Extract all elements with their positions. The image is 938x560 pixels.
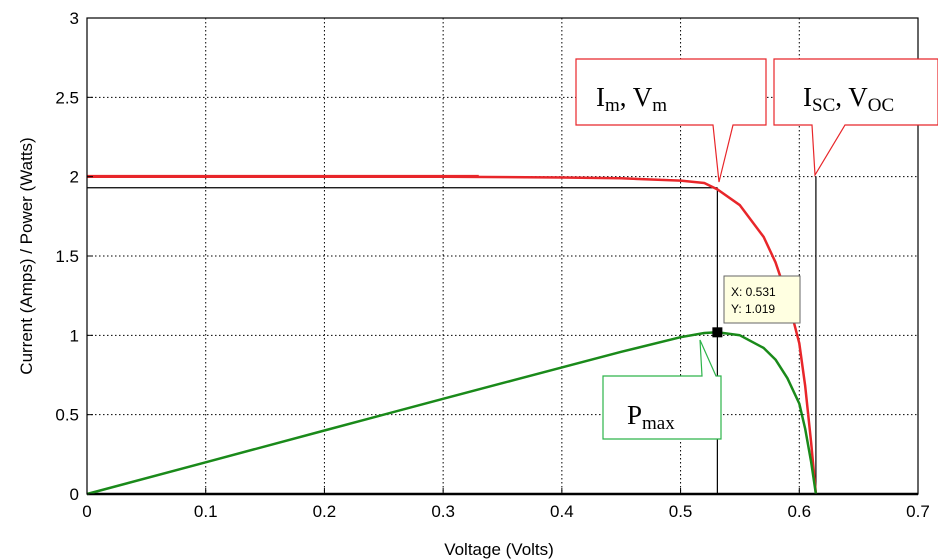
y-tick-label: 2.5 [55,88,79,107]
callout-im-vm-box [575,58,767,183]
current-curve [87,175,818,495]
callout-isc-voc: ISC, VOC [773,58,938,177]
datatip-box [723,275,801,324]
datatip-x: X: 0.531 [731,285,776,299]
y-tick-label: 3 [70,9,79,28]
y-axis-title: Current (Amps) / Power (Watts) [17,137,36,374]
x-tick-label: 0.5 [669,502,693,521]
callout-pmax: Pmax [602,339,722,440]
callout-isc-voc-box [773,58,938,177]
y-axis-ticks: 0 0.5 1 1.5 2 2.5 3 [55,9,93,504]
y-tick-label: 1.5 [55,247,79,266]
y-tick-label: 1 [70,326,79,345]
y-tick-label: 0.5 [55,406,79,425]
y-tick-label: 2 [70,168,79,187]
x-axis-title: Voltage (Volts) [444,540,554,559]
callout-isc-voc-label: ISC, VOC [803,82,894,116]
x-tick-label: 0.7 [906,502,930,521]
x-tick-label: 0.2 [313,502,337,521]
x-axis-ticks: 0 0.1 0.2 0.3 0.4 0.5 0.6 0.7 [82,488,930,521]
pmax-marker[interactable] [712,327,723,338]
x-tick-label: 0.6 [787,502,811,521]
x-tick-label: 0.4 [550,502,574,521]
callout-pmax-label: Pmax [627,400,675,434]
callout-im-vm-label: Im, Vm [596,82,667,116]
datatip-y: Y: 1.019 [731,302,775,316]
x-tick-label: 0.3 [431,502,455,521]
y-tick-label: 0 [70,485,79,504]
callout-im-vm: Im, Vm [575,58,767,183]
datatip[interactable]: X: 0.531 Y: 1.019 [723,275,801,324]
x-tick-label: 0 [82,502,91,521]
callout-pmax-box [602,339,722,440]
x-tick-label: 0.1 [194,502,218,521]
reference-lines [87,174,918,496]
